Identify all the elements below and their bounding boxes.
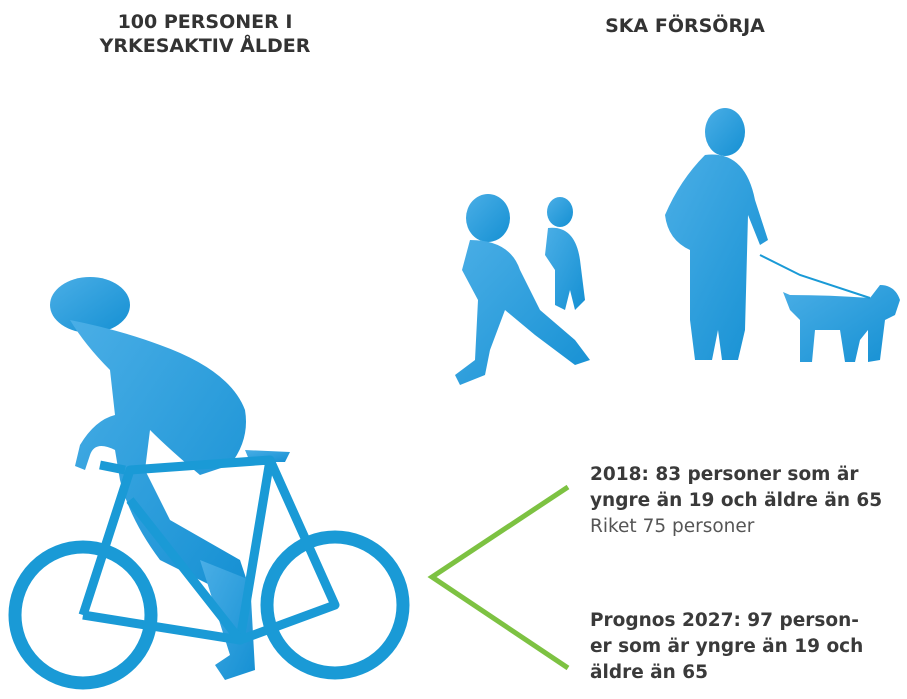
- infographic: 100 PERSONER I YRKESAKTIV ÅLDER SKA FÖRS…: [0, 0, 907, 699]
- stat-label: 2018:: [590, 464, 649, 485]
- children: [455, 194, 590, 385]
- stat-label: Prognos 2027:: [590, 610, 741, 631]
- left-title: 100 PERSONER I YRKESAKTIV ÅLDER: [60, 10, 350, 58]
- bracket: [432, 487, 568, 668]
- illustration: [0, 0, 907, 699]
- right-title: SKA FÖRSÖRJA: [560, 14, 810, 38]
- stat-text: äldre än 65: [590, 660, 863, 686]
- stat-2018: 2018: 83 personer som är yngre än 19 och…: [590, 462, 882, 540]
- stat-note: Riket 75 personer: [590, 514, 882, 540]
- stat-text: yngre än 19 och äldre än 65: [590, 488, 882, 514]
- stat-text: 97 person-: [741, 610, 859, 631]
- stat-text: er som är yngre än 19 och: [590, 634, 863, 660]
- leash: [760, 255, 870, 298]
- stat-text: 83 personer som är: [649, 464, 859, 485]
- stat-2027: Prognos 2027: 97 person- er som är yngre…: [590, 608, 863, 686]
- title-line: 100 PERSONER I: [60, 10, 350, 34]
- title-line: YRKESAKTIV ÅLDER: [60, 34, 350, 58]
- woman-with-dog: [665, 108, 900, 362]
